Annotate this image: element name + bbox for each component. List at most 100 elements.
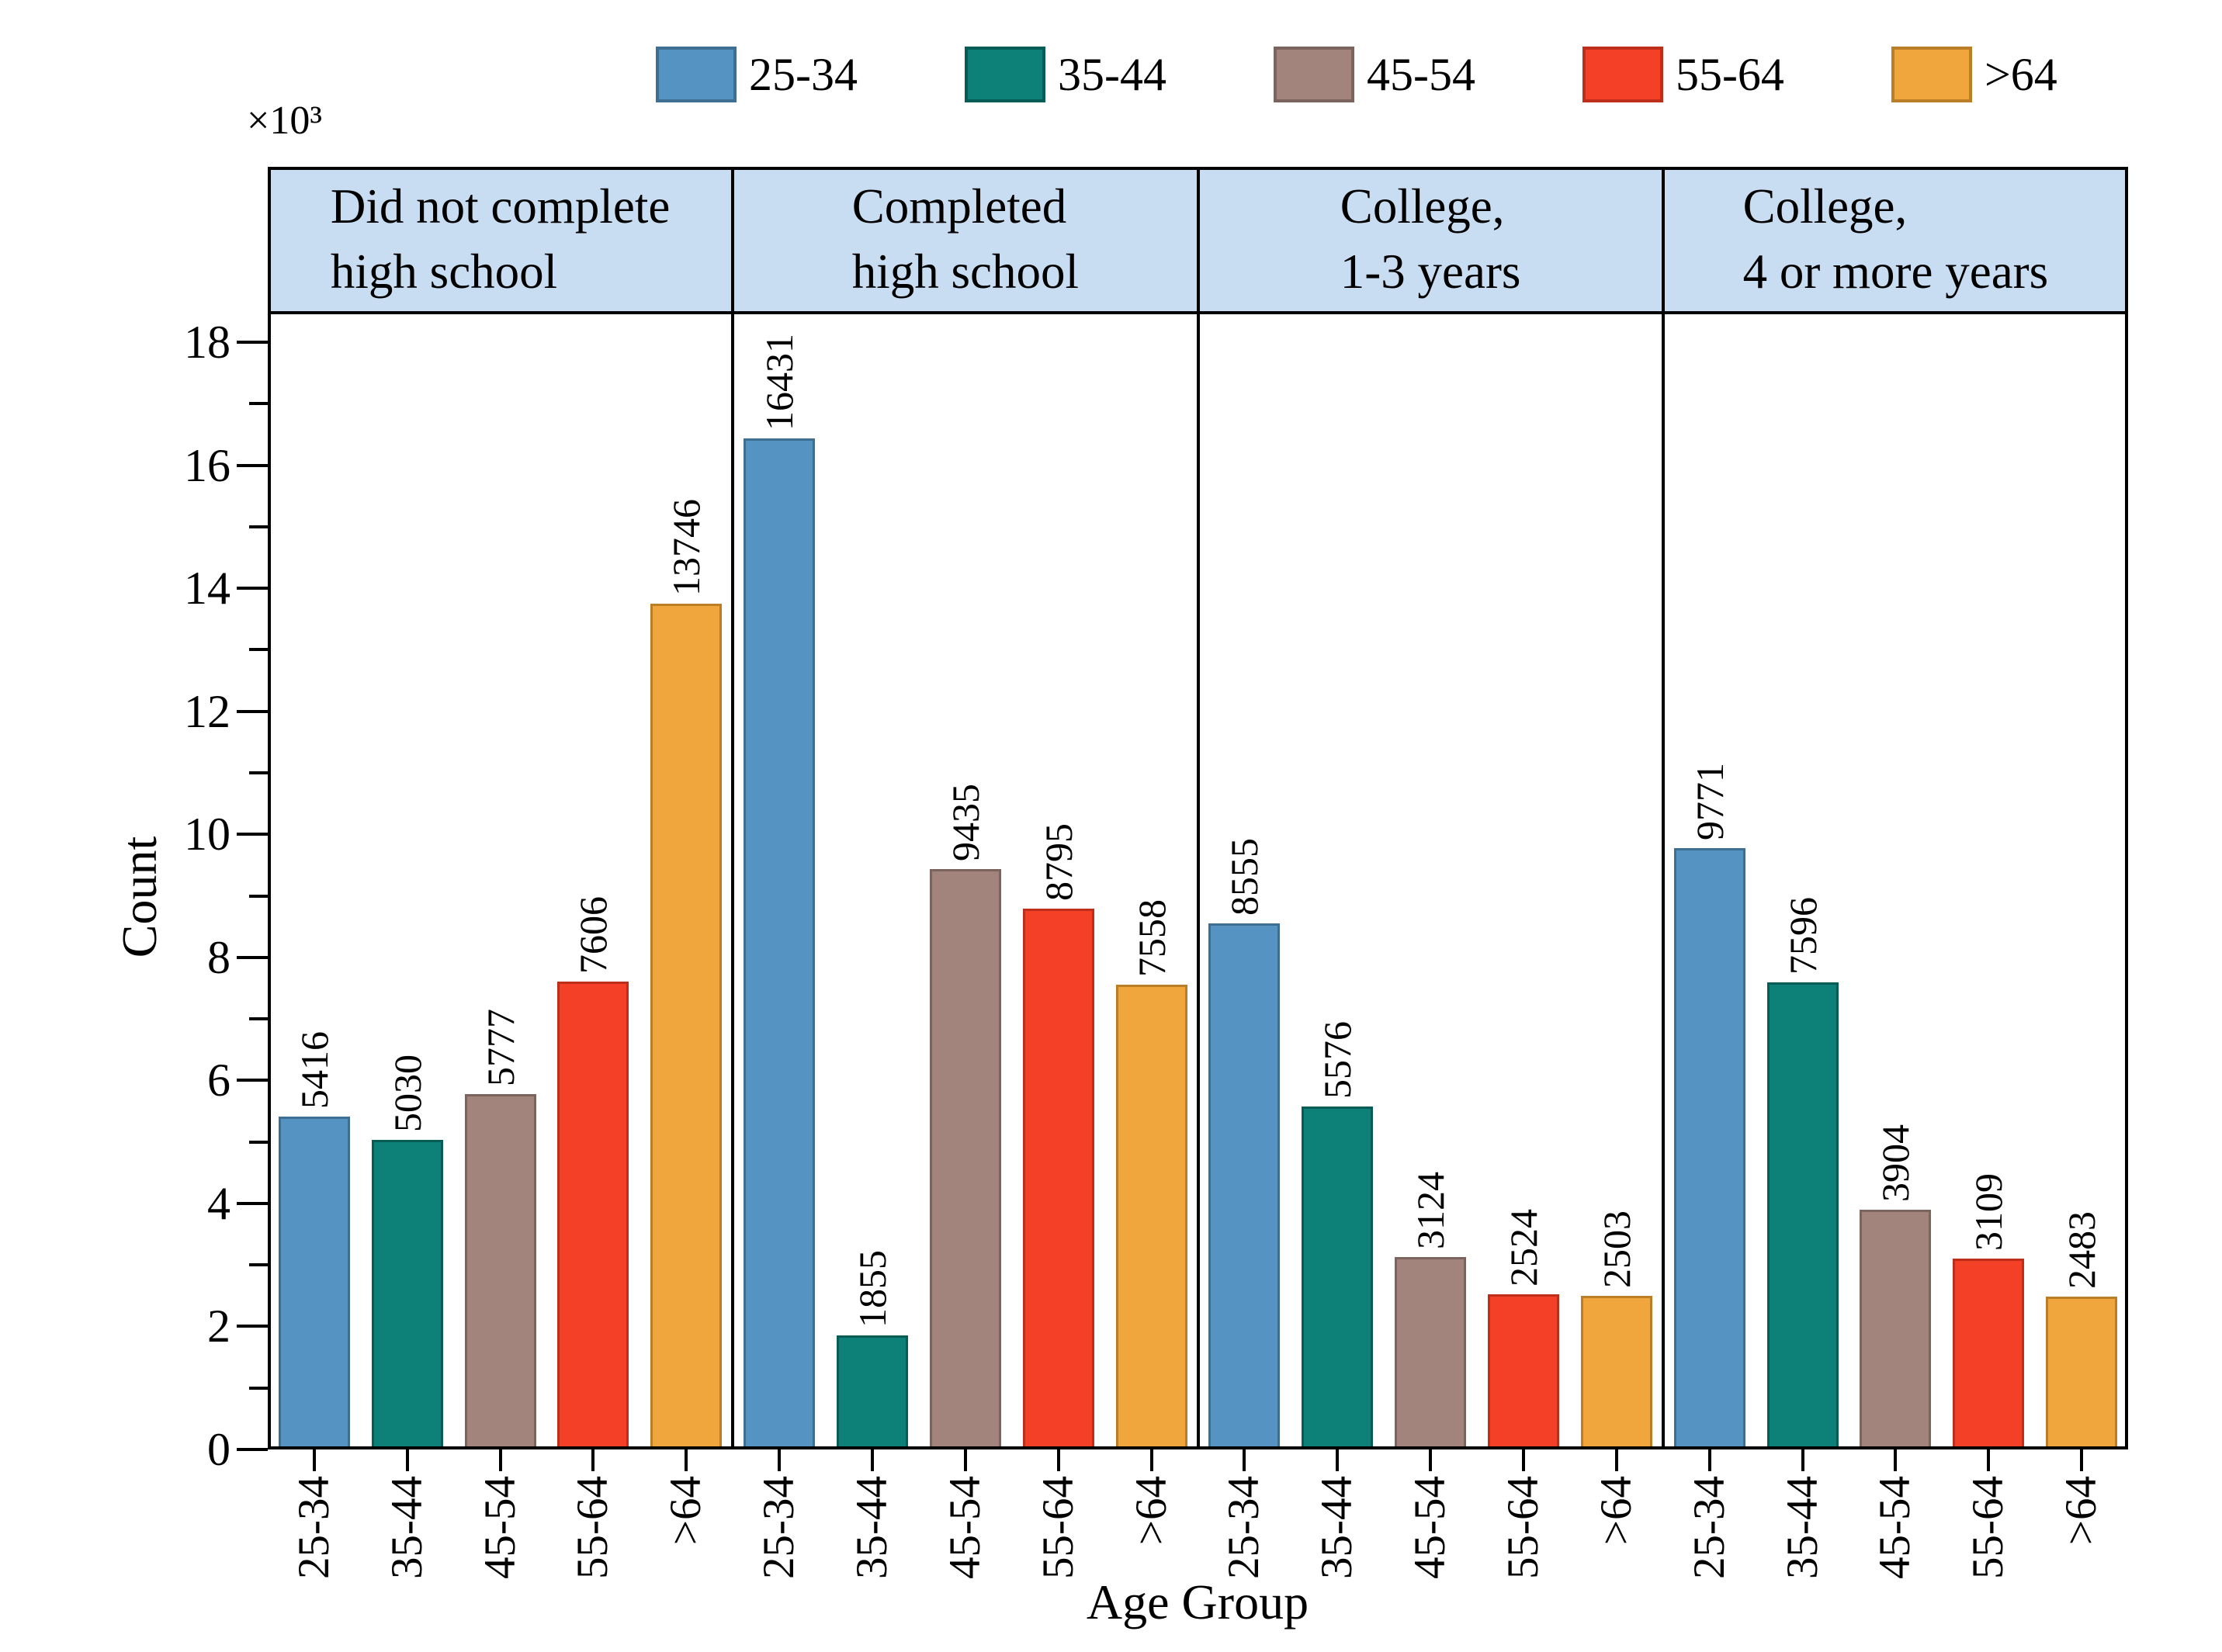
legend-label: 35-44 <box>1057 49 1166 100</box>
bar-35-44-panel2 <box>837 1335 909 1449</box>
panel-header: College, 4 or more years <box>1663 167 2128 311</box>
bar-value-label: 8795 <box>1036 823 1080 901</box>
x-axis-tick-label: 25-34 <box>1219 1476 1269 1579</box>
x-axis-tick-label: 25-34 <box>1684 1476 1734 1579</box>
x-axis-tick <box>405 1449 409 1471</box>
bar-45-54-panel3 <box>1395 1257 1467 1449</box>
x-axis-tick-label: 35-44 <box>382 1476 432 1579</box>
bar-value-label: 2503 <box>1594 1210 1638 1288</box>
bar-45-54-panel1 <box>464 1094 536 1449</box>
legend-item-45-54: 45-54 <box>1273 45 1475 104</box>
legend-label: 45-54 <box>1366 49 1475 100</box>
y-axis-minor-tick <box>249 1386 268 1390</box>
panel-header-line: 1-3 years <box>1340 244 1521 299</box>
x-axis-title: Age Group <box>1086 1574 1309 1629</box>
x-axis-tick <box>591 1449 595 1471</box>
bar-value-label: 8555 <box>1222 837 1267 916</box>
bar-value-label: 7596 <box>1780 896 1825 975</box>
panel-header-label: College, 4 or more years <box>1743 174 2049 304</box>
bar-value-label: 3904 <box>1874 1124 1918 1202</box>
x-axis-tick-label: >64 <box>1591 1476 1641 1546</box>
bar-value-label: 2483 <box>2060 1211 2104 1290</box>
panel-header: Did not complete high school <box>268 167 733 311</box>
bar-55-64-panel4 <box>1953 1258 2025 1449</box>
legend-swatch-icon <box>1582 47 1663 102</box>
y-axis-minor-tick <box>249 771 268 774</box>
y-axis-minor-tick <box>249 402 268 406</box>
bar->64-panel2 <box>1115 984 1187 1449</box>
legend-swatch-icon <box>1273 47 1354 102</box>
x-axis-tick <box>2080 1449 2084 1471</box>
panel-header-line: high school <box>851 244 1079 299</box>
bar-25-34-panel3 <box>1208 923 1281 1449</box>
y-axis-exponent-label: ×10³ <box>247 99 322 143</box>
bar-value-label: 2524 <box>1501 1208 1545 1287</box>
bar-value-label: 5416 <box>292 1030 336 1109</box>
y-axis-minor-tick <box>249 1140 268 1144</box>
legend-item-25-34: 25-34 <box>656 45 858 104</box>
panel-header-line: Completed <box>851 179 1067 234</box>
x-axis-tick <box>1707 1449 1711 1471</box>
x-axis-tick-label: 25-34 <box>754 1476 804 1579</box>
legend-item-55-64: 55-64 <box>1582 45 1784 104</box>
panel-header-line: 4 or more years <box>1742 244 2049 299</box>
legend-item->64: >64 <box>1891 45 2057 104</box>
panel-header-label: Completed high school <box>852 174 1079 304</box>
y-axis-major-tick <box>237 1448 268 1451</box>
panel-separator <box>731 167 735 1449</box>
bar-value-label: 7606 <box>571 896 615 975</box>
x-axis-tick-label: >64 <box>2057 1476 2106 1546</box>
bar-value-label: 5777 <box>478 1009 522 1087</box>
panel-header: Completed high school <box>733 167 1198 311</box>
y-axis-tick-label: 6 <box>207 1055 231 1107</box>
panel-header-label: Did not complete high school <box>331 174 670 304</box>
legend-swatch-icon <box>964 47 1045 102</box>
x-axis-tick-label: 35-44 <box>848 1476 897 1579</box>
x-axis-tick-label: 55-64 <box>1964 1476 2013 1579</box>
legend-label: >64 <box>1984 49 2057 100</box>
x-axis-tick <box>1243 1449 1246 1471</box>
y-axis-tick-label: 0 <box>207 1424 231 1475</box>
y-axis-minor-tick <box>249 1263 268 1267</box>
bar-45-54-panel2 <box>929 869 1001 1449</box>
y-axis-tick-label: 4 <box>207 1177 231 1229</box>
bar-value-label: 1855 <box>851 1249 895 1328</box>
y-axis-tick-label: 16 <box>184 439 231 491</box>
bar-55-64-panel2 <box>1022 908 1094 1449</box>
y-axis-minor-tick <box>249 1017 268 1021</box>
x-axis-tick <box>1987 1449 1991 1471</box>
y-axis-major-tick <box>237 955 268 959</box>
y-axis-major-tick <box>237 587 268 590</box>
x-axis-tick <box>1149 1449 1153 1471</box>
y-axis-minor-tick <box>249 525 268 528</box>
x-axis-tick <box>1056 1449 1060 1471</box>
x-axis-tick <box>1894 1449 1898 1471</box>
x-axis-tick-label: 35-44 <box>1312 1476 1362 1579</box>
y-axis-tick-label: 18 <box>184 317 231 368</box>
bar-25-34-panel1 <box>278 1116 350 1449</box>
legend-swatch-icon <box>1891 47 1972 102</box>
x-axis-tick <box>1801 1449 1804 1471</box>
x-axis-tick-label: 45-54 <box>475 1476 525 1579</box>
bar-value-label: 5030 <box>385 1055 429 1133</box>
bar-value-label: 7558 <box>1129 899 1173 977</box>
y-axis-major-tick <box>237 463 268 467</box>
bar-35-44-panel4 <box>1766 982 1839 1449</box>
bar-55-64-panel3 <box>1487 1294 1559 1449</box>
y-axis-major-tick <box>237 1079 268 1082</box>
y-axis-tick-label: 14 <box>184 563 231 615</box>
bar-value-label: 13746 <box>664 499 709 597</box>
y-axis-tick-label: 12 <box>184 685 231 737</box>
panel-header-label: College, 1-3 years <box>1340 174 1521 304</box>
y-axis-tick-label: 2 <box>207 1300 231 1352</box>
x-axis-tick <box>778 1449 782 1471</box>
x-axis-tick <box>312 1449 316 1471</box>
bar-35-44-panel1 <box>371 1140 443 1449</box>
x-axis-tick <box>871 1449 875 1471</box>
x-axis-tick-label: 45-54 <box>1870 1476 1920 1579</box>
x-axis-tick <box>685 1449 688 1471</box>
legend: 25-34 35-44 45-54 55-64 >64 <box>656 45 2057 104</box>
x-axis-tick-label: >64 <box>661 1476 711 1546</box>
bar-35-44-panel3 <box>1302 1106 1374 1449</box>
